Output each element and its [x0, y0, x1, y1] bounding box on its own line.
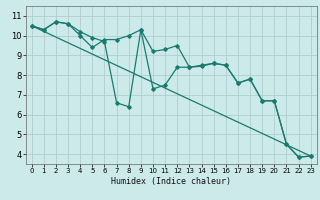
X-axis label: Humidex (Indice chaleur): Humidex (Indice chaleur): [111, 177, 231, 186]
